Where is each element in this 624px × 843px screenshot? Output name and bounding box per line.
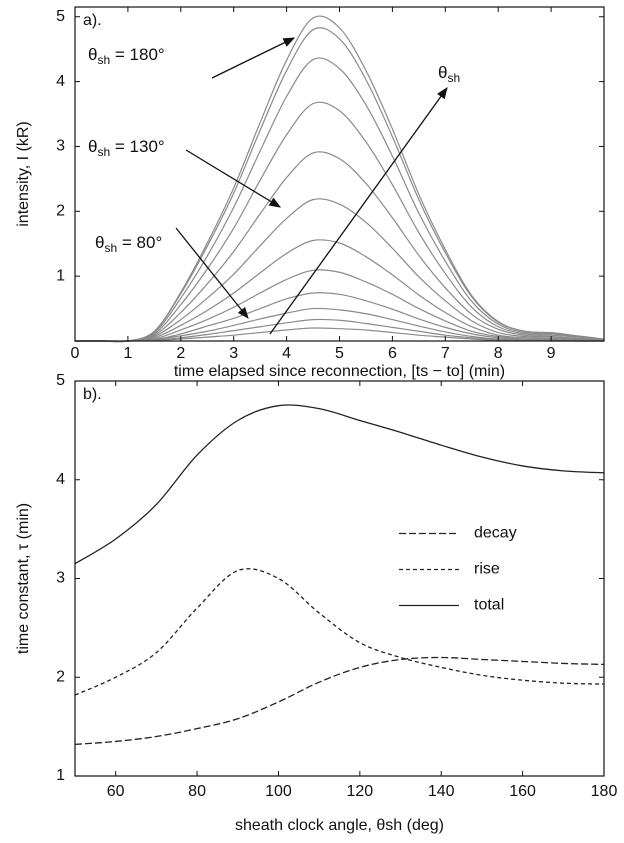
x-tick-label: 6 bbox=[388, 345, 397, 362]
y-tick-label: 1 bbox=[56, 767, 65, 784]
x-tick-label: 140 bbox=[428, 783, 455, 800]
annotation: θsh = 180° bbox=[88, 45, 165, 67]
series-line bbox=[74, 269, 605, 342]
x-axis-label: sheath clock angle, θsh (deg) bbox=[235, 817, 444, 834]
arrow bbox=[269, 87, 448, 335]
series-line bbox=[74, 656, 605, 746]
y-tick-label: 3 bbox=[56, 138, 65, 155]
panel-label: b). bbox=[83, 386, 102, 403]
plot-frame bbox=[74, 380, 605, 777]
x-tick-label: 160 bbox=[509, 783, 536, 800]
annotation-symbol: θ bbox=[438, 63, 447, 82]
annotation-text: = 130° bbox=[110, 137, 165, 156]
panel-label: a). bbox=[83, 12, 102, 29]
x-tick-label: 7 bbox=[441, 345, 450, 362]
annotation: θsh = 130° bbox=[88, 137, 165, 159]
series-line bbox=[74, 239, 605, 342]
annotation-symbol: θ bbox=[88, 45, 97, 64]
x-tick-label: 100 bbox=[265, 783, 292, 800]
x-tick-label: 3 bbox=[229, 345, 238, 362]
series-line bbox=[74, 151, 605, 343]
legend-label: rise bbox=[474, 561, 500, 578]
annotation: θsh = 80° bbox=[95, 233, 162, 255]
x-tick-label: 180 bbox=[591, 783, 618, 800]
annotation-subscript: sh bbox=[97, 53, 110, 67]
annotation-subscript: sh bbox=[97, 145, 110, 159]
series-line bbox=[74, 15, 605, 343]
annotation-text: = 180° bbox=[110, 45, 165, 64]
annotation-subscript: sh bbox=[104, 241, 117, 255]
series-line bbox=[74, 27, 605, 343]
series-line bbox=[74, 307, 605, 342]
x-tick-label: 60 bbox=[107, 783, 125, 800]
annotation-text: = 80° bbox=[117, 233, 162, 252]
annotation-subscript: sh bbox=[447, 71, 460, 85]
x-tick-label: 0 bbox=[71, 345, 80, 362]
series-line bbox=[74, 57, 605, 343]
x-tick-label: 120 bbox=[346, 783, 373, 800]
series-line bbox=[74, 198, 605, 342]
annotation-arrows bbox=[175, 37, 448, 335]
y-tick-label: 1 bbox=[56, 267, 65, 284]
legend-label: decay bbox=[474, 525, 517, 542]
panel: 60 80 100 120 140 160 180 1 2 3 4 5 b). sheath clock … bbox=[15, 372, 617, 834]
y-tick-label: 5 bbox=[56, 8, 65, 25]
x-tick-label: 5 bbox=[335, 345, 344, 362]
x-tick-label: 2 bbox=[176, 345, 185, 362]
x-axis-label: time elapsed since reconnection, [ts − t… bbox=[174, 363, 505, 380]
y-tick-label: 3 bbox=[56, 570, 65, 587]
y-tick-label: 5 bbox=[56, 372, 65, 389]
y-axis-label: time constant, τ (min) bbox=[15, 503, 32, 654]
arrow bbox=[175, 227, 249, 319]
series-line bbox=[74, 327, 604, 342]
series-line bbox=[74, 101, 605, 343]
x-tick-label: 4 bbox=[282, 345, 291, 362]
legend-label: total bbox=[474, 597, 504, 614]
x-tick-label: 1 bbox=[123, 345, 132, 362]
y-axis-label: intensity, I (kR) bbox=[15, 121, 32, 227]
arrow bbox=[211, 37, 296, 79]
panel: 0 1 2 3 4 5 6 7 8 9 1 2 3 4 5 a). time elapsed since rec… bbox=[15, 6, 605, 380]
series-line bbox=[74, 568, 605, 696]
x-tick-label: 9 bbox=[547, 345, 556, 362]
y-tick-label: 4 bbox=[56, 73, 65, 90]
annotation-symbol: θ bbox=[88, 137, 97, 156]
x-tick-label: 8 bbox=[494, 345, 503, 362]
x-tick-label: 80 bbox=[188, 783, 206, 800]
y-tick-label: 4 bbox=[56, 471, 65, 488]
annotation-symbol: θ bbox=[95, 233, 104, 252]
y-tick-label: 2 bbox=[56, 668, 65, 685]
series-line bbox=[74, 404, 605, 565]
y-tick-label: 2 bbox=[56, 203, 65, 220]
arrow bbox=[185, 149, 282, 208]
annotation: θsh bbox=[438, 63, 460, 85]
